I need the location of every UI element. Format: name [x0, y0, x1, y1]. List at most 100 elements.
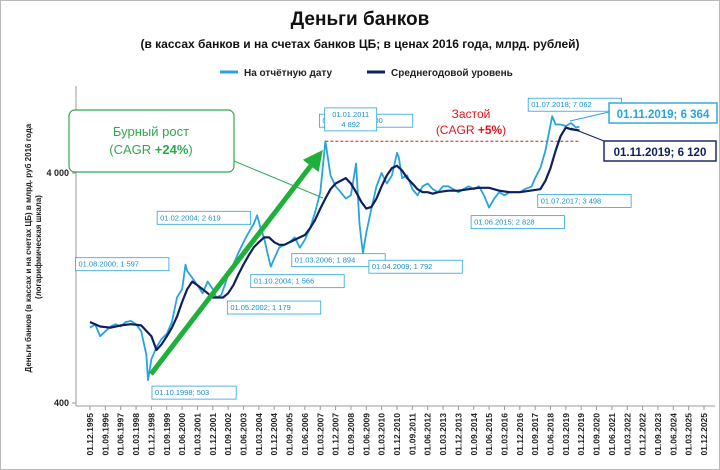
y-ticks: 400 4 000 [46, 168, 76, 408]
growth-arrow [149, 150, 323, 376]
stagnation-title: Застой [452, 107, 491, 121]
x-tick-label: 01.06.2000 [177, 413, 187, 456]
point-label-text: 01.10.2004; 1 566 [254, 277, 314, 286]
latest-actual-pointer [569, 111, 610, 122]
x-tick-label: 01.03.2001 [192, 413, 202, 456]
y-tick-label: 400 [54, 398, 69, 408]
x-tick-label: 01.03.2004 [254, 413, 264, 456]
point-label-text: 4 892 [341, 120, 360, 129]
x-tick-label: 01.12.2004 [269, 413, 279, 456]
point-label: 01.03.2006; 1 894 [291, 253, 386, 268]
point-labels: 01.10.1998; 503 01.08.2000; 1 597 01.02.20… [75, 97, 632, 400]
x-tick-label: 01.12.2001 [208, 413, 218, 456]
series-line-average [89, 126, 580, 352]
x-ticks: 01.12.1995 01.09.1996 01.06.1997 01.03.1998… [85, 406, 709, 456]
x-tick-label: 01.12.2025 [699, 413, 709, 456]
x-tick-label: 01.12.2010 [392, 413, 402, 456]
x-tick-label: 01.09.1996 [100, 413, 110, 456]
point-label-box [368, 259, 463, 274]
point-label: 01.07.2017; 3 498 [537, 193, 632, 208]
x-tick-label: 01.12.2007 [331, 413, 341, 456]
chart-title: Деньги банков [290, 9, 430, 30]
x-tick-label: 01.12.2016 [515, 413, 525, 456]
latest-average-label: 01.11.2019; 6 120 [614, 147, 707, 159]
y-tick-label: 4 000 [46, 168, 69, 178]
x-tick-label: 01.12.1998 [146, 413, 156, 456]
y-axis-label: Деньги банков (в кассах и на счетах ЦБ) … [24, 122, 43, 373]
point-label: 01.05.2002; 1 179 [226, 300, 322, 315]
point-label: 01.10.2004; 1 566 [250, 274, 345, 289]
point-label-box [324, 107, 378, 132]
point-label-text: 01.06.2015; 2 828 [474, 218, 534, 227]
series-line-actual [89, 115, 580, 381]
point-label-text: 01.07.2018; 7 062 [531, 100, 591, 109]
point-label-text: 01.03.2006; 1 894 [295, 256, 355, 265]
x-tick-label: 01.12.2022 [638, 413, 648, 456]
point-label-box [75, 257, 170, 272]
latest-average-box [603, 140, 717, 162]
x-tick-label: 01.09.2008 [346, 413, 356, 456]
x-tick-label: 01.06.2003 [239, 413, 249, 456]
x-tick-label: 01.06.2009 [361, 413, 371, 456]
point-label-text: 01.10.1998; 503 [155, 388, 209, 397]
point-label: 01.10.1998; 503 [151, 385, 237, 400]
point-label-text: 01.05.2002; 1 179 [230, 303, 290, 312]
x-tick-label: 01.03.2025 [684, 413, 694, 456]
x-tick-label: 01.03.2010 [377, 413, 387, 456]
x-tick-label: 01.03.2019 [561, 413, 571, 456]
legend: На отчётную дату Среднегодовой уровень [220, 68, 513, 79]
latest-average-pointer [570, 127, 605, 142]
point-label-box [226, 300, 322, 315]
stagnation-cagr: (CAGR +5%) [436, 123, 506, 137]
boom-callout-cagr: (CAGR +24%) [109, 142, 192, 157]
legend-label-actual: На отчётную дату [244, 68, 333, 79]
point-label-box [151, 385, 237, 400]
x-tick-label: 01.06.2015 [484, 413, 494, 456]
x-tick-label: 01.09.1999 [162, 413, 172, 456]
x-tick-label: 01.06.2006 [300, 413, 310, 456]
x-tick-label: 01.09.2011 [407, 413, 417, 455]
latest-actual-callout: 01.11.2019; 6 364 [569, 102, 718, 124]
legend-label-average: Среднегодовой уровень [391, 68, 513, 79]
x-tick-label: 01.09.2005 [285, 413, 295, 456]
x-tick-label: 01.03.2007 [315, 413, 325, 456]
latest-actual-box [608, 102, 718, 124]
x-tick-label: 01.06.2024 [668, 413, 678, 456]
x-tick-label: 01.03.2013 [438, 413, 448, 456]
point-label-text: 01.07.2017; 3 498 [541, 196, 601, 205]
boom-callout-box [68, 109, 235, 173]
point-label-box [250, 274, 345, 289]
x-tick-label: 01.03.2022 [622, 413, 632, 456]
point-label-text: 01.01.2011 [332, 110, 369, 119]
x-tick-label: 01.06.2012 [423, 413, 433, 456]
point-label: 01.02.2004; 2 619 [156, 210, 251, 225]
x-tick-label: 01.09.2002 [223, 413, 233, 456]
point-label-box [470, 215, 565, 230]
point-label-text: 01.04.2009; 1 792 [372, 262, 432, 271]
x-tick-label: 01.03.2016 [499, 413, 509, 456]
x-tick-label: 01.09.2023 [653, 413, 663, 456]
point-label-box [156, 210, 251, 225]
x-tick-label: 01.06.2018 [546, 413, 556, 456]
chart-subtitle: (в кассах банков и на счетах банков ЦБ; … [140, 37, 580, 51]
point-label: 01.06.2015; 2 828 [470, 215, 565, 230]
x-tick-label: 01.12.1995 [85, 413, 95, 456]
x-tick-label: 01.09.2017 [530, 413, 540, 456]
x-tick-label: 01.12.2013 [453, 413, 463, 456]
point-label-text: 01.08.2000; 1 597 [79, 260, 139, 269]
x-tick-label: 01.03.1998 [131, 413, 141, 456]
point-label: 01.07.2018; 7 062 [527, 97, 623, 112]
x-tick-label: 01.06.2021 [607, 413, 617, 456]
boom-callout-pointer [233, 160, 324, 199]
x-tick-label: 01.12.2019 [576, 413, 586, 456]
x-tick-label: 01.09.2020 [592, 413, 602, 456]
boom-callout-title: Бурный рост [113, 124, 189, 139]
boom-callout: Бурный рост (CAGR +24%) [68, 109, 324, 199]
latest-average-callout: 01.11.2019; 6 120 [570, 127, 717, 162]
x-tick-label: 01.06.1997 [116, 413, 126, 456]
point-label-text: 01.02.2004; 2 619 [160, 213, 220, 222]
point-label: 01.04.2009; 1 792 [368, 259, 463, 274]
